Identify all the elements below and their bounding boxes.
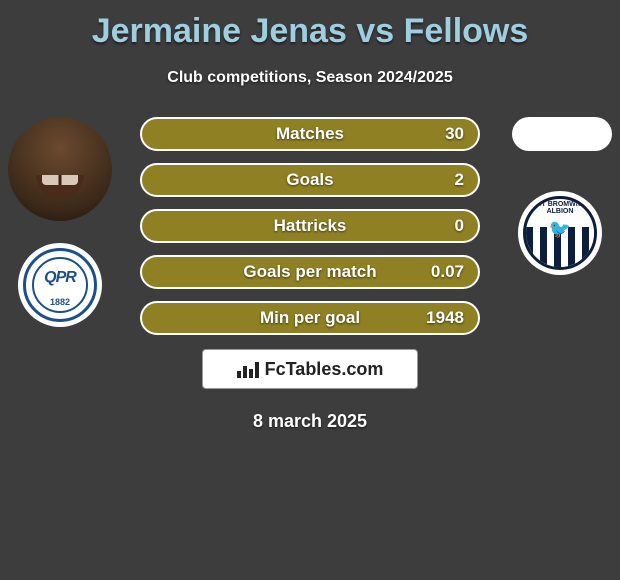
right-club-badge: EST BROMWICH ALBION 🐦	[518, 191, 602, 275]
stat-value-right: 0.07	[431, 262, 464, 282]
stat-value-right: 1948	[426, 308, 464, 328]
stat-label: Hattricks	[274, 216, 347, 236]
page-title: Jermaine Jenas vs Fellows	[0, 0, 620, 51]
stat-label: Goals per match	[243, 262, 376, 282]
wba-arc-text: EST BROMWICH ALBION	[530, 201, 590, 219]
stat-value-right: 30	[445, 124, 464, 144]
right-player-column: EST BROMWICH ALBION 🐦	[512, 117, 612, 275]
stat-bar-matches: Matches 30	[140, 117, 480, 151]
stat-value-right: 0	[455, 216, 464, 236]
bird-icon: 🐦	[549, 219, 571, 240]
stat-value-right: 2	[455, 170, 464, 190]
qpr-abbrev: QPR	[26, 269, 94, 287]
stat-bar-goals: Goals 2	[140, 163, 480, 197]
stat-bar-goals-per-match: Goals per match 0.07	[140, 255, 480, 289]
left-player-column: QPR 1882	[8, 117, 112, 327]
left-club-badge: QPR 1882	[18, 243, 102, 327]
qpr-year: 1882	[26, 297, 94, 307]
left-player-avatar	[8, 117, 112, 221]
footer-brand-text: FcTables.com	[265, 359, 384, 380]
stat-bar-hattricks: Hattricks 0	[140, 209, 480, 243]
stat-bars: Matches 30 Goals 2 Hattricks 0 Goals per…	[140, 117, 480, 335]
stat-label: Matches	[276, 124, 344, 144]
footer-brand-box: FcTables.com	[202, 349, 418, 389]
subtitle: Club competitions, Season 2024/2025	[0, 69, 620, 87]
stat-bar-min-per-goal: Min per goal 1948	[140, 301, 480, 335]
bars-chart-icon	[237, 360, 259, 378]
right-player-avatar	[512, 117, 612, 151]
comparison-panel: QPR 1882 EST BROMWICH ALBION 🐦 Matches 3…	[0, 117, 620, 335]
stat-label: Goals	[286, 170, 333, 190]
stat-label: Min per goal	[260, 308, 360, 328]
date-text: 8 march 2025	[0, 411, 620, 432]
